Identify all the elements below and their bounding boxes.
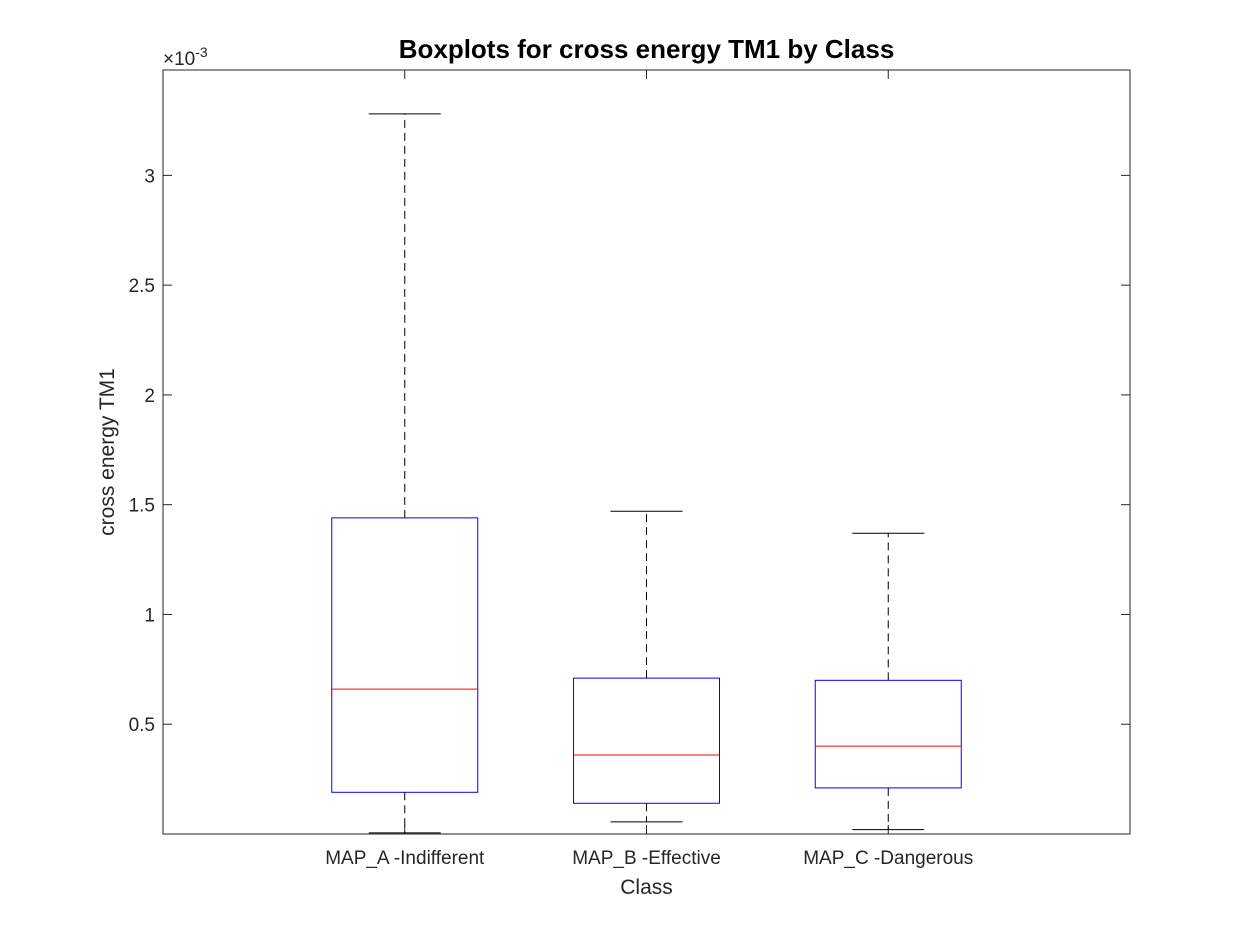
iqr-box [814, 679, 962, 789]
x-axis-title: Class [620, 876, 673, 899]
box-series [331, 113, 962, 834]
y-axis-ticks: 0.5 1 1.5 2 2.5 3 [129, 166, 1130, 736]
y-tick-label: 1 [144, 605, 155, 626]
y-tick-label: 0.5 [129, 715, 155, 736]
x-axis-ticks: MAP_A -Indifferent MAP_B -Effective MAP_C … [325, 70, 973, 869]
y-axis-title: cross energy TM1 [96, 368, 119, 536]
x-tick-label: MAP_A -Indifferent [325, 848, 485, 869]
y-tick-label: 2 [144, 386, 155, 407]
y-tick-label: 1.5 [129, 496, 155, 517]
plot-area [162, 69, 1131, 835]
exponent-power: -3 [195, 44, 208, 60]
x-tick-label: MAP_C -Dangerous [803, 848, 973, 869]
iqr-box [573, 677, 720, 804]
iqr-box [331, 517, 479, 793]
y-tick-label: 2.5 [129, 276, 155, 297]
box-1 [331, 113, 479, 834]
chart-title: Boxplots for cross energy TM1 by Class [399, 34, 895, 64]
box-3 [814, 532, 962, 831]
exponent-base: ×10 [163, 49, 195, 70]
x-tick-label: MAP_B -Effective [572, 848, 721, 869]
y-tick-label: 3 [144, 166, 155, 187]
box-2 [573, 510, 720, 823]
y-axis-exponent-label: ×10-3 [163, 44, 208, 70]
